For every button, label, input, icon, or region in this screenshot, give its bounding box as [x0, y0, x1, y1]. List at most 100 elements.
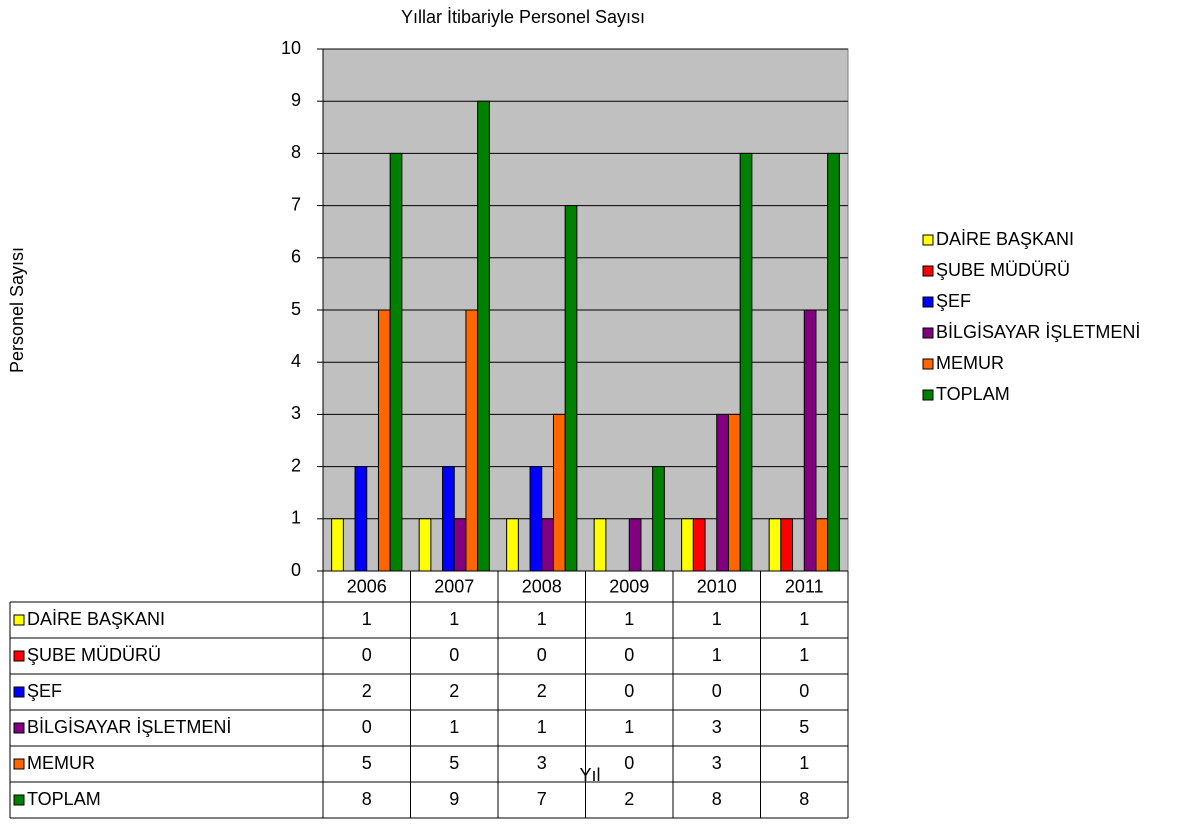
bar — [692, 518, 706, 572]
legend-label: DAİRE BAŞKANI — [936, 229, 1074, 249]
table-cell: 0 — [537, 645, 547, 665]
bar — [465, 309, 479, 572]
legend-label: BİLGİSAYAR İŞLETMENİ — [936, 322, 1140, 342]
legend-key — [13, 686, 25, 698]
bar — [803, 309, 817, 572]
table-cell: 2 — [362, 681, 372, 701]
bar — [389, 152, 403, 572]
table-cell: 3 — [537, 753, 547, 773]
bar — [780, 518, 794, 572]
y-tick-label: 3 — [291, 403, 301, 423]
legend-key — [13, 794, 25, 806]
table-cell: 0 — [362, 645, 372, 665]
legend-key — [922, 265, 934, 277]
table-cell: 7 — [537, 789, 547, 809]
table-cell: 1 — [799, 753, 809, 773]
table-cell: 8 — [362, 789, 372, 809]
table-cell: 2 — [537, 681, 547, 701]
table-cell: 1 — [537, 717, 547, 737]
legend-key — [922, 296, 934, 308]
table-cell: 1 — [449, 609, 459, 629]
table-cell: 1 — [449, 717, 459, 737]
table-cell: 5 — [449, 753, 459, 773]
y-tick-label: 9 — [291, 90, 301, 110]
legend-key — [922, 234, 934, 246]
table-cell: 9 — [449, 789, 459, 809]
table-cell: 0 — [449, 645, 459, 665]
bar — [681, 518, 694, 572]
legend-key — [922, 327, 934, 339]
bar — [564, 205, 578, 572]
table-row-label: BİLGİSAYAR İŞLETMENİ — [27, 717, 231, 737]
bar — [418, 518, 432, 572]
table-cell: 1 — [362, 609, 372, 629]
table-cell: 3 — [712, 717, 722, 737]
bar — [377, 309, 391, 572]
bar — [331, 518, 344, 572]
legend-label: ŞEF — [936, 291, 971, 311]
chart-title: Yıllar İtibariyle Personel Sayısı — [401, 7, 645, 27]
legend-key — [13, 758, 25, 770]
bar — [593, 518, 607, 572]
table-cell: 8 — [712, 789, 722, 809]
legend-key — [922, 358, 934, 370]
x-tick-label: 2008 — [522, 576, 562, 596]
table-cell: 8 — [799, 789, 809, 809]
bar — [477, 100, 490, 572]
legend-key — [13, 614, 25, 626]
bar — [652, 466, 665, 572]
table-cell: 0 — [799, 681, 809, 701]
table-cell: 1 — [712, 645, 722, 665]
y-tick-label: 8 — [291, 142, 301, 162]
table-row-label: DAİRE BAŞKANI — [27, 609, 165, 629]
table-cell: 0 — [624, 645, 634, 665]
y-tick-label: 7 — [291, 194, 301, 214]
table-row-label: ŞEF — [27, 681, 62, 701]
table-cell: 1 — [537, 609, 547, 629]
bar — [453, 518, 467, 572]
bar — [442, 466, 455, 572]
table-cell: 1 — [799, 609, 809, 629]
x-tick-label: 2011 — [785, 576, 824, 596]
y-tick-label: 10 — [281, 38, 301, 58]
legend-key — [922, 389, 934, 401]
table-cell: 5 — [799, 717, 809, 737]
y-tick-label: 6 — [291, 247, 301, 267]
table-cell: 1 — [624, 609, 634, 629]
bar — [628, 518, 642, 572]
table-cell: 5 — [362, 753, 372, 773]
bar — [716, 413, 729, 572]
y-tick-label: 2 — [291, 455, 301, 475]
x-tick-label: 2006 — [347, 576, 387, 596]
table-cell: 2 — [624, 789, 634, 809]
table-row-label: MEMUR — [27, 753, 95, 773]
table-cell: 1 — [712, 609, 722, 629]
table-cell: 0 — [624, 753, 634, 773]
legend-key — [13, 650, 25, 662]
bar — [506, 518, 519, 572]
bar — [827, 152, 840, 572]
legend-label: ŞUBE MÜDÜRÜ — [936, 260, 1070, 280]
x-tick-label: 2007 — [434, 576, 474, 596]
bar — [739, 152, 753, 572]
legend-label: MEMUR — [936, 353, 1004, 373]
bar — [727, 413, 741, 572]
table-row-label: ŞUBE MÜDÜRÜ — [27, 645, 161, 665]
y-tick-label: 4 — [291, 351, 301, 371]
bar — [552, 413, 566, 572]
x-axis-label: Yıl — [579, 765, 600, 785]
y-tick-label: 5 — [291, 299, 301, 319]
table-row-label: TOPLAM — [27, 789, 101, 809]
y-axis-label: Personel Sayısı — [7, 247, 27, 373]
bar — [815, 518, 829, 572]
bar — [768, 518, 782, 572]
table-cell: 0 — [362, 717, 372, 737]
bar — [541, 518, 554, 572]
x-tick-label: 2009 — [609, 576, 649, 596]
y-tick-label: 0 — [291, 560, 301, 580]
table-cell: 0 — [712, 681, 722, 701]
table-cell: 0 — [624, 681, 634, 701]
table-cell: 1 — [624, 717, 634, 737]
bar — [354, 466, 368, 572]
